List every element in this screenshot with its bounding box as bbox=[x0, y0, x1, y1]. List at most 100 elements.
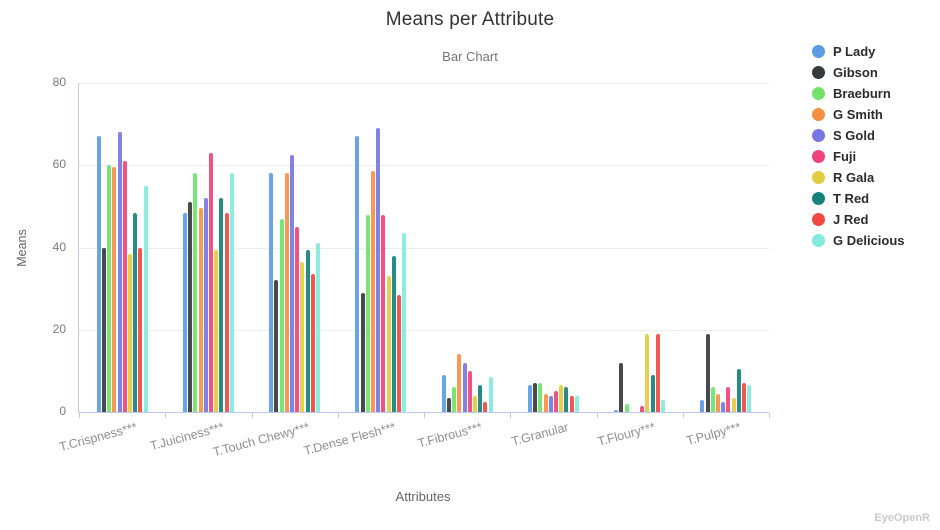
bar-braeburn-t-floury[interactable] bbox=[624, 403, 629, 412]
bar-t-red-t-floury[interactable] bbox=[650, 375, 655, 412]
bar-g-smith-t-crispness[interactable] bbox=[112, 167, 117, 412]
bar-t-red-t-granular[interactable] bbox=[564, 387, 569, 412]
bar-j-red-t-fibrous[interactable] bbox=[483, 401, 488, 412]
gridline-80 bbox=[79, 83, 769, 84]
bar-fuji-t-dense-flesh[interactable] bbox=[381, 214, 386, 412]
legend-item-s-gold[interactable]: S Gold bbox=[812, 125, 905, 146]
bar-fuji-t-touch-chewy[interactable] bbox=[295, 226, 300, 412]
bar-gibson-t-juiciness[interactable] bbox=[188, 202, 193, 412]
bar-p-lady-t-dense-flesh[interactable] bbox=[355, 136, 360, 412]
legend-dot-t-red bbox=[812, 192, 825, 205]
bar-gibson-t-touch-chewy[interactable] bbox=[274, 280, 279, 412]
bar-g-smith-t-touch-chewy[interactable] bbox=[284, 173, 289, 412]
bar-g-delicious-t-touch-chewy[interactable] bbox=[316, 243, 321, 412]
bar-braeburn-t-granular[interactable] bbox=[538, 383, 543, 412]
bar-j-red-t-pulpy[interactable] bbox=[742, 383, 747, 412]
bar-fuji-t-granular[interactable] bbox=[553, 391, 558, 412]
bar-g-delicious-t-pulpy[interactable] bbox=[747, 385, 752, 412]
bar-g-smith-t-granular[interactable] bbox=[543, 393, 548, 412]
bar-s-gold-t-fibrous[interactable] bbox=[462, 362, 467, 412]
legend-label-r-gala: R Gala bbox=[833, 170, 875, 185]
bar-braeburn-t-crispness[interactable] bbox=[107, 165, 112, 412]
bar-g-smith-t-pulpy[interactable] bbox=[716, 393, 721, 412]
bar-s-gold-t-dense-flesh[interactable] bbox=[376, 128, 381, 412]
bar-s-gold-t-crispness[interactable] bbox=[117, 132, 122, 412]
bar-r-gala-t-juiciness[interactable] bbox=[214, 249, 219, 412]
bar-braeburn-t-fibrous[interactable] bbox=[452, 387, 457, 412]
x-axis-tick bbox=[682, 413, 684, 418]
legend-item-r-gala[interactable]: R Gala bbox=[812, 167, 905, 188]
bar-p-lady-t-touch-chewy[interactable] bbox=[269, 173, 274, 412]
bar-s-gold-t-granular[interactable] bbox=[548, 395, 553, 412]
bar-j-red-t-granular[interactable] bbox=[569, 395, 574, 412]
bar-p-lady-t-pulpy[interactable] bbox=[700, 399, 705, 412]
bar-braeburn-t-touch-chewy[interactable] bbox=[279, 218, 284, 412]
bar-j-red-t-dense-flesh[interactable] bbox=[397, 294, 402, 412]
bar-g-delicious-t-fibrous[interactable] bbox=[488, 377, 493, 412]
bar-braeburn-t-juiciness[interactable] bbox=[193, 173, 198, 412]
bar-s-gold-t-juiciness[interactable] bbox=[203, 198, 208, 412]
bar-r-gala-t-dense-flesh[interactable] bbox=[386, 276, 391, 412]
legend-item-gibson[interactable]: Gibson bbox=[812, 62, 905, 83]
bar-g-delicious-t-granular[interactable] bbox=[574, 395, 579, 412]
x-category-label-t-fibrous: T.Fibrous*** bbox=[416, 420, 484, 451]
bar-j-red-t-floury[interactable] bbox=[655, 333, 660, 412]
bar-p-lady-t-fibrous[interactable] bbox=[441, 375, 446, 412]
bar-g-smith-t-juiciness[interactable] bbox=[198, 208, 203, 412]
bar-j-red-t-touch-chewy[interactable] bbox=[310, 274, 315, 412]
legend-item-fuji[interactable]: Fuji bbox=[812, 146, 905, 167]
x-category-label-t-granular: T.Granular bbox=[510, 420, 570, 449]
bar-gibson-t-floury[interactable] bbox=[619, 362, 624, 412]
bar-fuji-t-pulpy[interactable] bbox=[726, 387, 731, 412]
bar-p-lady-t-juiciness[interactable] bbox=[182, 212, 187, 412]
bar-fuji-t-floury[interactable] bbox=[640, 405, 645, 412]
bar-j-red-t-juiciness[interactable] bbox=[224, 212, 229, 412]
bar-s-gold-t-pulpy[interactable] bbox=[721, 401, 726, 412]
bar-r-gala-t-granular[interactable] bbox=[559, 385, 564, 412]
bar-t-red-t-touch-chewy[interactable] bbox=[305, 249, 310, 412]
legend-item-j-red[interactable]: J Red bbox=[812, 209, 905, 230]
bar-r-gala-t-floury[interactable] bbox=[645, 333, 650, 412]
bar-j-red-t-crispness[interactable] bbox=[138, 247, 143, 412]
bar-g-delicious-t-juiciness[interactable] bbox=[229, 173, 234, 412]
bar-t-red-t-juiciness[interactable] bbox=[219, 198, 224, 412]
legend-item-g-delicious[interactable]: G Delicious bbox=[812, 230, 905, 251]
bar-p-lady-t-crispness[interactable] bbox=[96, 136, 101, 412]
bar-t-red-t-pulpy[interactable] bbox=[736, 368, 741, 412]
bar-gibson-t-fibrous[interactable] bbox=[446, 397, 451, 412]
bar-t-red-t-crispness[interactable] bbox=[133, 212, 138, 412]
x-axis-tick bbox=[510, 413, 512, 418]
legend-item-p-lady[interactable]: P Lady bbox=[812, 41, 905, 62]
bar-gibson-t-crispness[interactable] bbox=[101, 247, 106, 412]
bar-s-gold-t-touch-chewy[interactable] bbox=[290, 154, 295, 412]
bar-g-delicious-t-dense-flesh[interactable] bbox=[402, 233, 407, 412]
bar-g-delicious-t-floury[interactable] bbox=[661, 399, 666, 412]
bar-r-gala-t-fibrous[interactable] bbox=[472, 395, 477, 412]
bar-fuji-t-juiciness[interactable] bbox=[208, 152, 213, 412]
bar-g-delicious-t-crispness[interactable] bbox=[143, 185, 148, 412]
bar-braeburn-t-pulpy[interactable] bbox=[710, 387, 715, 412]
bar-fuji-t-fibrous[interactable] bbox=[467, 370, 472, 412]
bar-fuji-t-crispness[interactable] bbox=[122, 161, 127, 412]
bar-gibson-t-granular[interactable] bbox=[533, 383, 538, 412]
legend-label-j-red: J Red bbox=[833, 212, 869, 227]
bar-braeburn-t-dense-flesh[interactable] bbox=[365, 214, 370, 412]
bar-gibson-t-pulpy[interactable] bbox=[705, 333, 710, 412]
legend-item-t-red[interactable]: T Red bbox=[812, 188, 905, 209]
watermark-eyeopenr: EyeOpenR bbox=[874, 512, 930, 524]
bar-r-gala-t-touch-chewy[interactable] bbox=[300, 261, 305, 412]
bar-r-gala-t-crispness[interactable] bbox=[127, 253, 132, 412]
legend-dot-r-gala bbox=[812, 171, 825, 184]
x-category-label-t-dense-flesh: T.Dense Flesh*** bbox=[302, 420, 398, 458]
bar-p-lady-t-granular[interactable] bbox=[527, 385, 532, 412]
bar-g-smith-t-dense-flesh[interactable] bbox=[371, 171, 376, 412]
bar-g-smith-t-fibrous[interactable] bbox=[457, 354, 462, 412]
bar-t-red-t-dense-flesh[interactable] bbox=[391, 255, 396, 412]
bar-p-lady-t-floury[interactable] bbox=[614, 410, 619, 412]
bar-gibson-t-dense-flesh[interactable] bbox=[360, 292, 365, 412]
legend-item-g-smith[interactable]: G Smith bbox=[812, 104, 905, 125]
bar-t-red-t-fibrous[interactable] bbox=[478, 385, 483, 412]
legend-item-braeburn[interactable]: Braeburn bbox=[812, 83, 905, 104]
bar-r-gala-t-pulpy[interactable] bbox=[731, 397, 736, 412]
y-tick-label-20: 20 bbox=[52, 321, 66, 336]
